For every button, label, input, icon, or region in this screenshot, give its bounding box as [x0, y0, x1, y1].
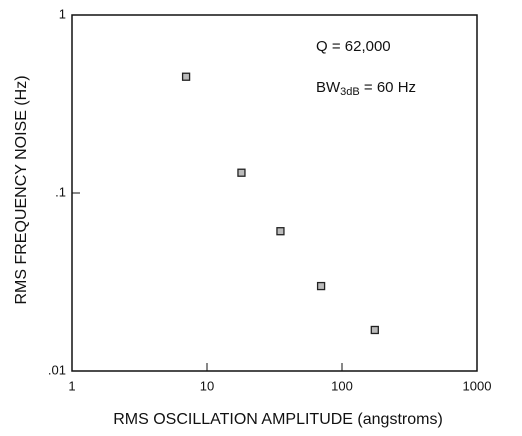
annotation: Q = 62,000	[316, 38, 391, 55]
x-tick-label: 1	[68, 378, 75, 393]
x-tick-label: 10	[200, 378, 214, 393]
y-axis-label: RMS FREQUENCY NOISE (Hz)	[13, 75, 30, 304]
y-tick-label: .1	[55, 184, 66, 199]
point	[181, 72, 191, 81]
point	[370, 325, 379, 335]
annotation-sub: 3dB	[340, 86, 360, 98]
point	[276, 227, 285, 236]
x-tick-label: 1000	[463, 378, 492, 393]
x-axis-label: RMS OSCILLATION AMPLITUDE (angstroms)	[113, 411, 443, 428]
x-tick-label: 100	[331, 378, 353, 393]
annotation-text: BW	[316, 79, 341, 96]
annotation: BW3dB = 60 Hz	[316, 79, 416, 98]
annotation-rest: = 60 Hz	[360, 79, 416, 96]
plot-frame	[71, 14, 478, 372]
y-tick-label: 1	[59, 6, 66, 21]
y-tick-label: .01	[48, 362, 66, 377]
point	[237, 168, 246, 177]
point	[316, 281, 326, 291]
